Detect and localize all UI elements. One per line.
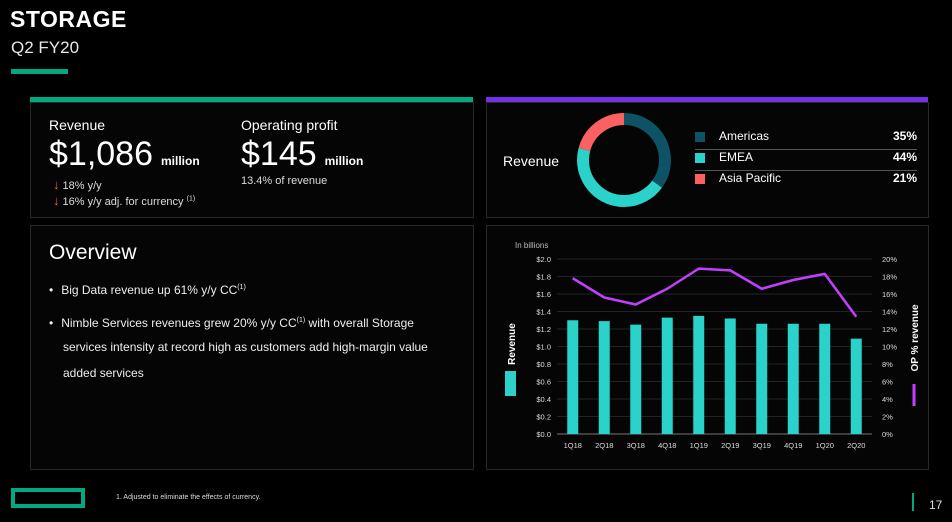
revenue-label: Revenue — [49, 117, 106, 133]
y2-tick-label: 20% — [882, 255, 897, 264]
y-tick-label: $0.6 — [536, 378, 551, 387]
y-tick-label: $1.4 — [536, 308, 551, 317]
x-tick-label: 2Q19 — [721, 441, 739, 450]
donut-segment-asia-pacific — [577, 113, 671, 207]
revenue-unit: million — [161, 154, 200, 168]
revenue-bar — [756, 323, 768, 434]
y2-tick-label: 8% — [882, 360, 893, 369]
revenue-change-yy: ↓ 18% y/y — [53, 177, 102, 192]
overview-bullet-2-line-3: added services — [63, 366, 144, 380]
donut-accent-bar — [486, 97, 928, 102]
y-tick-label: $0.4 — [536, 395, 551, 404]
x-tick-label: 2Q18 — [595, 441, 613, 450]
y-tick-label: $0.8 — [536, 360, 551, 369]
y-tick-label: $2.0 — [536, 255, 551, 264]
y2-tick-label: 6% — [882, 378, 893, 387]
revenue-bar — [787, 323, 799, 434]
revenue-change-cc: ↓ 16% y/y adj. for currency (1) — [53, 193, 196, 208]
revenue-legend-swatch — [505, 371, 516, 396]
page-subtitle: Q2 FY20 — [11, 38, 80, 57]
x-tick-label: 1Q19 — [690, 441, 708, 450]
americas-swatch — [695, 131, 705, 142]
x-tick-label: 1Q20 — [816, 441, 834, 450]
op-profit-margin: 13.4% of revenue — [241, 175, 328, 187]
footnote: 1. Adjusted to eliminate the effects of … — [116, 494, 261, 501]
revenue-bar — [598, 321, 610, 434]
y-tick-label: $0.2 — [536, 413, 551, 422]
legend-item-americas: Americas 35% — [695, 129, 917, 150]
x-tick-label: 4Q19 — [784, 441, 802, 450]
y-tick-label: $1.6 — [536, 290, 551, 299]
revenue-mix-panel: Revenue Americas 35% EMEA 44% Asia Pacif… — [486, 102, 929, 218]
donut-segment-emea — [577, 113, 671, 207]
op-profit-value: $145 — [241, 135, 317, 173]
title-underline — [11, 69, 68, 74]
y2-tick-label: 2% — [882, 413, 893, 422]
hpe-logo — [11, 488, 85, 508]
overview-bullet-2-line-2: services intensity at record high as cus… — [63, 340, 428, 354]
down-arrow-icon: ↓ — [53, 177, 60, 192]
overview-panel: Overview • Big Data revenue up 61% y/y CC… — [30, 225, 474, 470]
y-axis-label: Revenue — [507, 323, 518, 365]
legend-item-emea: EMEA 44% — [695, 150, 917, 171]
x-tick-label: 1Q18 — [564, 441, 582, 450]
kpi-accent-bar — [30, 97, 473, 102]
donut-legend: Americas 35% EMEA 44% Asia Pacific 21% — [695, 129, 917, 191]
overview-bullet-1: • Big Data revenue up 61% y/y CC(1) — [49, 283, 246, 297]
revenue-bar — [724, 318, 736, 434]
asia-pacific-swatch — [695, 173, 705, 184]
legend-item-asia-pacific: Asia Pacific 21% — [695, 171, 917, 191]
donut-label: Revenue — [503, 153, 560, 169]
revenue-op-chart-panel: In billions $0.0 $0.2 $0.4 $0.6 $0.8 $1.0 $1.2 $… — [486, 225, 929, 470]
y2-tick-label: 18% — [882, 273, 897, 282]
x-tick-label: 2Q20 — [847, 441, 865, 450]
down-arrow-icon: ↓ — [53, 193, 60, 208]
emea-swatch — [695, 152, 705, 163]
revenue-bar — [661, 317, 673, 434]
revenue-bar — [819, 323, 831, 434]
op-profit-value-group: $145 million — [241, 135, 363, 174]
page-title: STORAGE — [10, 6, 127, 32]
page-number: 17 — [929, 498, 943, 512]
y2-tick-label: 4% — [882, 395, 893, 404]
x-tick-label: 3Q19 — [753, 441, 771, 450]
kpi-panel: Revenue $1,086 million ↓ 18% y/y ↓ 16% y/y … — [30, 102, 474, 218]
revenue-donut-chart — [577, 113, 671, 207]
revenue-bar — [567, 320, 579, 434]
revenue-op-chart: In billions $0.0 $0.2 $0.4 $0.6 $0.8 $1.0 $1.2 $… — [505, 241, 921, 450]
revenue-value: $1,086 — [49, 135, 153, 173]
y2-tick-label: 10% — [882, 343, 897, 352]
op-profit-label: Operating profit — [241, 117, 338, 133]
revenue-bar — [693, 315, 705, 434]
page-number-bar — [912, 493, 914, 511]
y2-axis-label: OP % revenue — [910, 304, 921, 372]
revenue-bar — [850, 338, 862, 434]
overview-title: Overview — [49, 241, 137, 264]
op-profit-unit: million — [324, 154, 364, 168]
y2-tick-label: 12% — [882, 325, 897, 334]
y-tick-label: $0.0 — [536, 430, 551, 439]
x-tick-label: 3Q18 — [627, 441, 645, 450]
chart-units-label: In billions — [515, 241, 548, 250]
overview-bullet-2: • Nimble Services revenues grew 20% y/y C… — [49, 316, 414, 330]
x-tick-label: 4Q18 — [658, 441, 676, 450]
y-tick-label: $1.0 — [536, 343, 551, 352]
y-tick-label: $1.8 — [536, 273, 551, 282]
revenue-value-group: $1,086 million — [49, 135, 200, 174]
y2-tick-label: 16% — [882, 290, 897, 299]
revenue-bar — [630, 324, 642, 434]
y2-tick-label: 0% — [882, 430, 893, 439]
op-percent-line — [572, 267, 858, 318]
y2-tick-label: 14% — [882, 308, 897, 317]
y-tick-label: $1.2 — [536, 325, 551, 334]
